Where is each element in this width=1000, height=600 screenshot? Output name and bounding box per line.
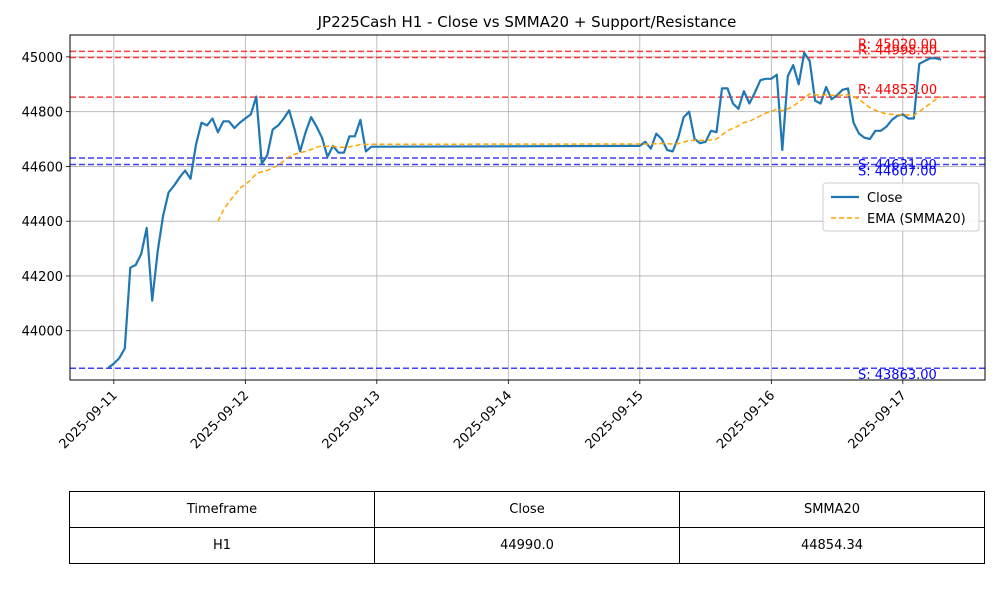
table-cell: 44854.34 xyxy=(679,527,985,564)
table-row: H1 44990.0 44854.34 xyxy=(69,527,985,564)
y-tick-label: 44400 xyxy=(22,215,63,230)
y-tick-label: 44800 xyxy=(22,106,63,121)
support-label: S: 44631.00 xyxy=(858,158,937,173)
x-tick-label: 2025-09-17 xyxy=(846,388,910,452)
table-header-cell: Close xyxy=(374,491,680,528)
summary-table: Timeframe Close SMMA20 H1 44990.0 44854.… xyxy=(69,491,985,564)
table-header-cell: Timeframe xyxy=(69,491,375,528)
x-tick-label: 2025-09-14 xyxy=(451,388,515,452)
y-tick-label: 44600 xyxy=(22,160,63,175)
x-tick-label: 2025-09-13 xyxy=(320,388,384,452)
table-header-cell: SMMA20 xyxy=(679,491,985,528)
y-tick-label: 44000 xyxy=(22,325,63,340)
y-tick-label: 44200 xyxy=(22,270,63,285)
y-tick-label: 45000 xyxy=(22,51,63,66)
plot-frame xyxy=(69,34,986,381)
table-cell: 44990.0 xyxy=(374,527,680,564)
x-tick-label: 2025-09-11 xyxy=(57,388,121,452)
legend-label: Close xyxy=(867,191,902,206)
resistance-label: R: 44998.00 xyxy=(858,43,937,58)
table-header-row: Timeframe Close SMMA20 xyxy=(69,491,985,528)
legend-label: EMA (SMMA20) xyxy=(867,212,966,227)
x-tick-label: 2025-09-15 xyxy=(583,388,647,452)
chart-title: JP225Cash H1 - Close vs SMMA20 + Support… xyxy=(317,13,737,31)
x-tick-label: 2025-09-16 xyxy=(714,388,778,452)
support-label: S: 44607.00 xyxy=(858,165,937,180)
resistance-label: R: 45020.00 xyxy=(858,37,937,52)
support-label: S: 43863.00 xyxy=(858,368,937,383)
chart: JP225Cash H1 - Close vs SMMA20 + Support… xyxy=(22,13,986,452)
legend: Close EMA (SMMA20) xyxy=(822,182,980,232)
x-tick-label: 2025-09-12 xyxy=(188,388,252,452)
smma-series-line xyxy=(217,93,942,222)
resistance-label: R: 44853.00 xyxy=(858,83,937,98)
close-series-line xyxy=(107,51,942,369)
table-cell: H1 xyxy=(69,527,375,564)
legend-box xyxy=(822,182,980,232)
